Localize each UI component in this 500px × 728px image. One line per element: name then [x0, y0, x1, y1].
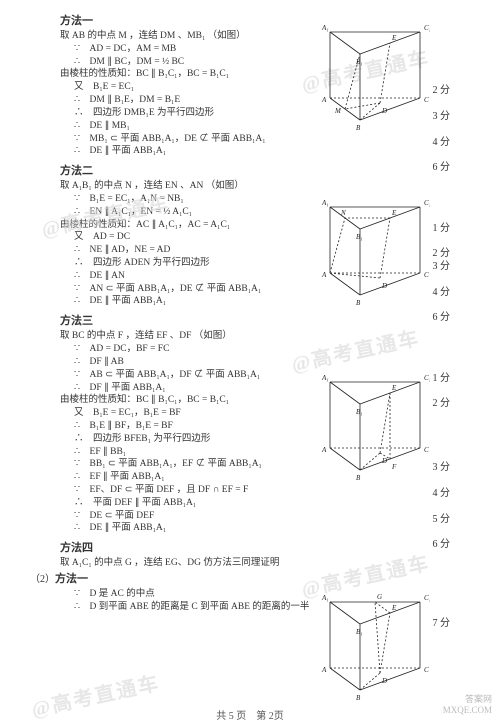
svg-text:B₁: B₁: [356, 628, 363, 636]
svg-text:E: E: [391, 384, 397, 392]
method-title: 方法四: [60, 539, 480, 555]
proof-line: 取 BC 的中点 F ，连结 EF 、DF （如图）: [60, 330, 480, 343]
prism-figure: A₁ B₁ C₁ A B C D E M: [320, 20, 430, 130]
svg-text:D: D: [381, 282, 387, 290]
svg-text:A: A: [321, 96, 327, 104]
proof-line: ∴ DE ∥ 平面 ABB₁A₁: [60, 145, 480, 158]
proof-line: ∵ EF、DF ⊂ 平面 DEF ，且 DF ∩ EF = F: [60, 484, 480, 497]
svg-text:B₁: B₁: [356, 233, 363, 241]
proof-line: 取 A₁B₁ 的中点 N ，连结 EN 、AN （如图）: [60, 180, 480, 193]
proof-line: ∵ AD = DC，BF = FC: [60, 343, 480, 356]
geometry-figure: A₁ B₁ C₁ A B C D E N: [320, 195, 430, 308]
geometry-figure: A₁ B₁ C₁ A B C D E M: [320, 20, 430, 133]
score-label: 6 分: [433, 158, 451, 173]
svg-text:C₁: C₁: [424, 24, 430, 32]
proof-line: ∴ DF ∥ AB: [60, 356, 480, 369]
proof-line: ∵ DE ⊂ 平面 DEF: [60, 510, 480, 523]
svg-text:G: G: [377, 593, 382, 601]
method-title: 方法一: [55, 570, 88, 586]
score-label: 6 分: [433, 308, 451, 323]
svg-text:A₁: A₁: [321, 594, 329, 602]
svg-text:B: B: [356, 124, 361, 130]
svg-text:C₁: C₁: [424, 374, 430, 382]
proof-line: ∵ MB₁ ⊂ 平面 ABB₁A₁，DE ⊄ 平面 ABB₁A₁: [60, 133, 480, 146]
prism-figure: A₁ B₁ C₁ A B C D E G: [320, 590, 430, 700]
geometry-figure: A₁ B₁ C₁ A B C D E G: [320, 590, 430, 703]
svg-text:C: C: [424, 271, 429, 279]
svg-text:D: D: [381, 107, 387, 115]
page-footer: 共 5 页 第 2页: [0, 707, 500, 722]
svg-text:B₁: B₁: [356, 408, 363, 416]
prism-figure: A₁ B₁ C₁ A B C D E N: [320, 195, 430, 305]
svg-text:A: A: [321, 446, 327, 454]
svg-text:C₁: C₁: [424, 594, 430, 602]
subpart-label: （2）: [30, 570, 55, 588]
geometry-figure: A₁ B₁ C₁ A B C D E F: [320, 370, 430, 483]
prism-figure: A₁ B₁ C₁ A B C D E F: [320, 370, 430, 480]
proof-line: 取 A₁C₁ 的中点 G ，连结 EG、DG 仿方法三同理证明: [60, 557, 480, 570]
corner-watermark: 答案网 MXQE.COM: [443, 694, 492, 716]
svg-text:C₁: C₁: [424, 199, 430, 207]
svg-text:A₁: A₁: [321, 374, 329, 382]
method-title: 方法二: [60, 162, 480, 178]
proof-line: ∴ 平面 DEF ∥ 平面 ABB₁A₁: [60, 497, 480, 510]
svg-text:A₁: A₁: [321, 199, 329, 207]
svg-text:C: C: [424, 96, 429, 104]
svg-text:A₁: A₁: [321, 24, 329, 32]
proof-line: ∴ DE ∥ 平面 ABB₁A₁: [60, 522, 480, 535]
score-label: 7 分: [433, 614, 451, 629]
svg-text:F: F: [391, 463, 397, 471]
svg-text:A: A: [321, 666, 327, 674]
svg-text:B: B: [356, 299, 361, 305]
svg-text:M: M: [334, 107, 342, 115]
svg-text:A: A: [321, 271, 327, 279]
svg-text:D: D: [381, 457, 387, 465]
svg-text:D: D: [381, 677, 387, 685]
svg-text:B: B: [356, 694, 361, 700]
svg-text:B: B: [356, 474, 361, 480]
svg-text:C: C: [424, 446, 429, 454]
svg-text:B₁: B₁: [356, 58, 363, 66]
svg-text:E: E: [391, 604, 397, 612]
svg-text:E: E: [391, 34, 397, 42]
svg-text:C: C: [424, 666, 429, 674]
score-label: 6 分: [433, 535, 451, 550]
method-title: 方法三: [60, 312, 480, 328]
svg-text:E: E: [391, 209, 397, 217]
svg-text:N: N: [340, 209, 346, 217]
